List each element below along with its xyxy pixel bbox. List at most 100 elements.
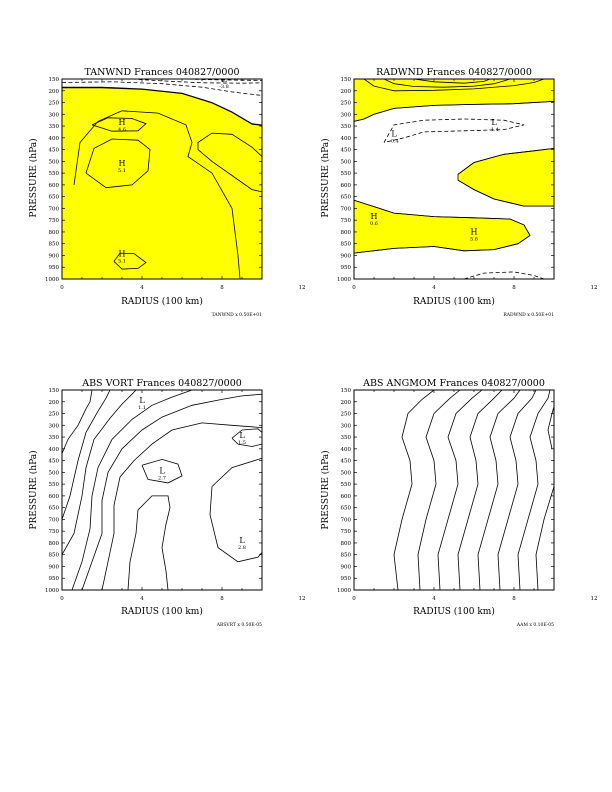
contour-line (497, 390, 537, 590)
y-tick-label: 750 (49, 529, 60, 535)
contour-line (71, 390, 193, 590)
contour-line (393, 390, 435, 590)
x-tick-label: 0 (352, 285, 356, 291)
x-tick-label: 0 (60, 596, 64, 602)
y-tick-label: 950 (341, 576, 352, 582)
contour-line (81, 393, 262, 590)
y-axis-label: PRESSURE (hPa) (28, 450, 39, 529)
contour-line (62, 81, 262, 96)
extremum-symbol: L (239, 536, 245, 545)
contour-line (91, 117, 147, 132)
contour-line (457, 148, 554, 175)
y-tick-label: 1000 (337, 277, 351, 283)
contour-line (535, 486, 554, 590)
y-tick-label: 700 (49, 517, 60, 523)
plot-area (393, 390, 554, 590)
x-tick-label: 0 (60, 285, 64, 291)
contour-line (417, 390, 461, 590)
extremum-symbol: H (471, 227, 478, 236)
x-tick-label: 4 (140, 596, 144, 602)
y-tick-label: 250 (341, 101, 352, 107)
x-tick-label: 12 (299, 596, 306, 602)
y-tick-label: 650 (49, 195, 60, 201)
contour-line (141, 458, 183, 484)
extremum-value: -1.4 (489, 127, 499, 133)
panel-title: RADWND Frances 040827/0000 (376, 67, 532, 78)
scale-note: TANWND x 0.50E+01 (212, 312, 262, 318)
panel-abs-vort: ABS VORT Frances 040827/0000 RADIUS (100… (28, 378, 306, 628)
extremum-symbol: L (139, 396, 145, 405)
contour-line (101, 422, 262, 590)
panel-radwnd: RADWND Frances 040827/0000 RADIUS (100 k… (320, 67, 598, 318)
y-tick-label: 850 (49, 553, 60, 559)
y-tick-label: 1000 (45, 588, 59, 594)
y-tick-label: 400 (341, 447, 352, 453)
contour-line (62, 390, 137, 555)
x-tick-label: 8 (220, 596, 224, 602)
extremum-value: -3.8 (219, 84, 229, 90)
extremum-symbol: L (221, 75, 227, 84)
contour-line (517, 390, 551, 590)
y-tick-label: 200 (341, 89, 352, 95)
shaded-region (354, 199, 531, 254)
y-tick-label: 800 (49, 541, 60, 547)
y-tick-label: 950 (49, 265, 60, 271)
extremum-value: 5.6 (470, 236, 478, 242)
x-axis-label: RADIUS (100 km) (413, 296, 495, 307)
contour-line (354, 199, 531, 254)
contour-line (127, 495, 171, 590)
extremum-symbol: L (239, 431, 245, 440)
y-tick-label: 700 (49, 206, 60, 212)
contour-line (437, 390, 483, 590)
panel-title: ABS ANGMOM Frances 040827/0000 (362, 378, 545, 389)
shaded-region (354, 79, 554, 122)
y-tick-label: 950 (341, 265, 352, 271)
contour-line (62, 390, 93, 454)
panel-tanwnd: TANWND Frances 040827/0000 RADIUS (100 k… (28, 67, 306, 318)
y-tick-label: 950 (49, 576, 60, 582)
plot-area: L1.1L1.5L2.7L2.8 (62, 390, 262, 590)
extremum-value: 4.6 (118, 127, 126, 133)
panel-title: TANWND Frances 040827/0000 (84, 67, 239, 78)
x-tick-label: 4 (432, 596, 436, 602)
y-tick-label: 750 (341, 218, 352, 224)
extremum-symbol: L (391, 130, 397, 139)
shaded-region (457, 147, 554, 207)
y-tick-label: 800 (341, 230, 352, 236)
x-tick-label: 4 (140, 285, 144, 291)
y-tick-label: 900 (49, 253, 60, 259)
contour-line (73, 110, 241, 279)
contour-line (413, 79, 491, 84)
contour-line (231, 428, 262, 447)
y-tick-label: 250 (49, 101, 60, 107)
x-tick-label: 8 (512, 285, 516, 291)
y-tick-label: 550 (49, 171, 60, 177)
extremum-value: 2.7 (158, 476, 166, 482)
x-tick-label: 4 (432, 285, 436, 291)
contour-line (383, 118, 525, 143)
x-tick-label: 12 (591, 285, 598, 291)
extremum-symbol: H (371, 212, 378, 221)
y-tick-label: 800 (341, 541, 352, 547)
y-tick-label: 400 (341, 136, 352, 142)
y-tick-label: 1000 (337, 588, 351, 594)
y-tick-label: 450 (341, 148, 352, 154)
x-tick-label: 8 (220, 285, 224, 291)
y-tick-label: 700 (341, 206, 352, 212)
contour-line (113, 252, 147, 270)
y-tick-label: 500 (49, 159, 60, 165)
extremum-value: 5.1 (118, 259, 126, 265)
extremum-symbol: H (119, 118, 126, 127)
x-tick-label: 8 (512, 596, 516, 602)
y-tick-label: 350 (341, 435, 352, 441)
y-tick-label: 300 (49, 112, 60, 118)
extremum-symbol: H (119, 159, 126, 168)
y-tick-label: 500 (341, 159, 352, 165)
y-tick-label: 150 (341, 388, 352, 394)
y-tick-label: 500 (341, 470, 352, 476)
contour-line (463, 271, 545, 279)
y-tick-label: 850 (341, 553, 352, 559)
extremum-value: 0.6 (370, 221, 378, 227)
y-tick-label: 200 (341, 400, 352, 406)
y-tick-label: 600 (341, 183, 352, 189)
